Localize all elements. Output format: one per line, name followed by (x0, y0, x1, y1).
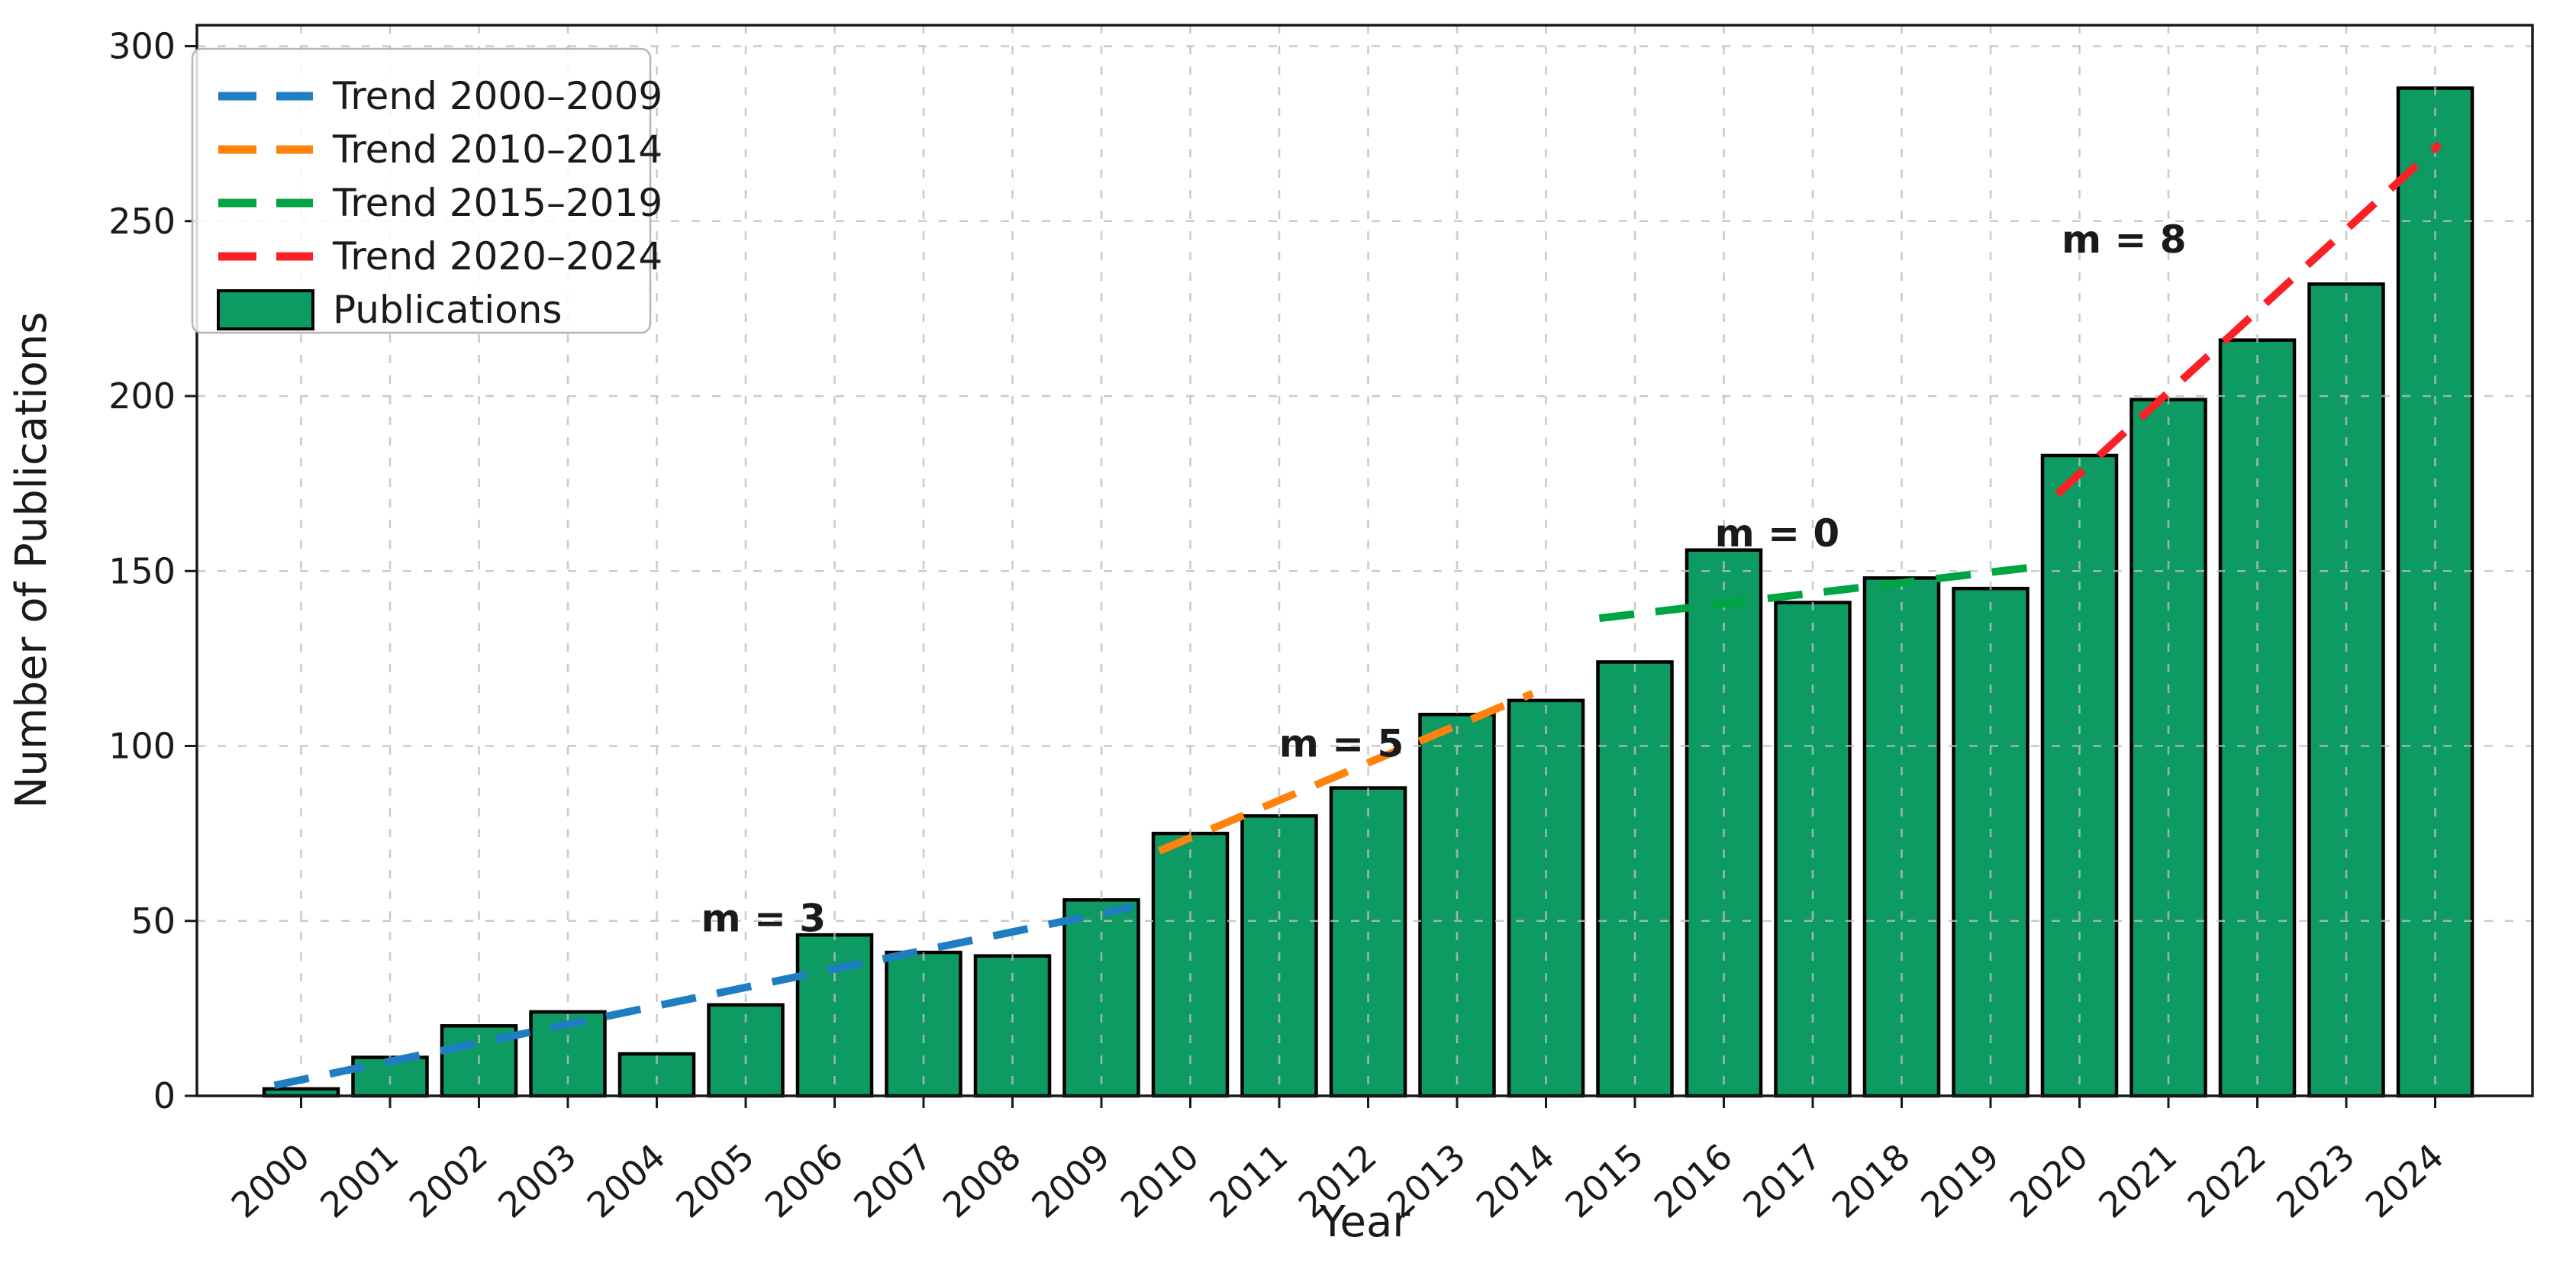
x-tick-label: 2016 (1646, 1136, 1740, 1226)
legend-box (191, 47, 652, 334)
trend-annotation-4: m = 8 (2062, 217, 2187, 262)
legend-label: Trend 2000–2009 (332, 74, 663, 118)
trend-lines-layer (273, 141, 2442, 1090)
legend-item-2: Trend 2010–2014 (218, 127, 663, 172)
y-tick-label: 250 (108, 201, 176, 242)
y-tick-label: 150 (108, 550, 176, 591)
y-tick-label: 300 (108, 26, 176, 67)
y-tick-label: 0 (153, 1075, 176, 1116)
annotations-layer: m = 3 m = 5 m = 0 m = 8 (701, 217, 2186, 940)
trend-annotation-2: m = 5 (1279, 721, 1404, 765)
x-tick-label: 2001 (312, 1136, 406, 1226)
x-tick-label: 2019 (1913, 1136, 2007, 1226)
bar-2015 (1596, 660, 1674, 1098)
x-tick-label: 2015 (1557, 1136, 1651, 1226)
x-tick-label: 2010 (1113, 1136, 1207, 1226)
x-tick-label: 2021 (2091, 1136, 2184, 1226)
trend-line-1 (273, 903, 1133, 1090)
legend-item-5: Publications (217, 288, 562, 332)
x-tick-label: 2003 (490, 1136, 584, 1226)
trend-annotation-3: m = 0 (1715, 511, 1840, 556)
trend-line-4 (2054, 141, 2442, 498)
x-tick-label: 2023 (2268, 1136, 2362, 1226)
x-tick-label: 2022 (2180, 1136, 2274, 1226)
x-tick-label: 2007 (846, 1136, 940, 1226)
axes-spines (195, 24, 2534, 1097)
x-tick-label: 2004 (579, 1136, 673, 1226)
legend-label: Trend 2020–2024 (332, 234, 663, 279)
x-tick-label: 2024 (2358, 1136, 2452, 1226)
bar-2016 (1685, 548, 1763, 1098)
x-tick-label: 2005 (668, 1136, 762, 1226)
trend-line-2 (1157, 690, 1534, 855)
legend-item-1: Trend 2000–2009 (218, 74, 663, 118)
y-tick-label: 200 (108, 375, 176, 417)
bar-2013 (1418, 712, 1496, 1098)
grid-layer (197, 25, 2532, 1096)
x-tick-label: 2008 (935, 1136, 1029, 1226)
y-tick-label: 50 (131, 901, 176, 942)
x-tick-label: 2011 (1201, 1136, 1295, 1226)
x-tick-label: 2020 (2002, 1136, 2096, 1226)
bar-2022 (2218, 338, 2297, 1098)
y-tick-label: 100 (108, 726, 176, 767)
x-tick-label: 2017 (1735, 1136, 1829, 1226)
legend-item-3: Trend 2015–2019 (218, 181, 663, 225)
legend-item-4: Trend 2020–2024 (218, 234, 663, 279)
trend-annotation-1: m = 3 (701, 897, 826, 941)
x-tick-label: 2002 (401, 1136, 495, 1226)
legend-label: Trend 2010–2014 (332, 127, 663, 172)
y-axis-title: Number of Publications (7, 311, 56, 808)
x-tick-label: 2014 (1469, 1136, 1562, 1226)
x-tick-label: 2009 (1024, 1136, 1117, 1226)
trend-line-3 (1598, 563, 2032, 623)
x-axis-title: Year (1319, 1197, 1411, 1247)
x-tick-label: 2000 (224, 1136, 318, 1226)
plot-border (195, 24, 2534, 1097)
legend-label: Publications (333, 288, 562, 332)
legend: Trend 2000–2009 Trend 2010–2014 Trend 2015… (191, 47, 663, 334)
x-tick-label: 2006 (757, 1136, 851, 1226)
legend-patch-swatch (217, 289, 314, 330)
x-tick-label: 2018 (1824, 1136, 1918, 1226)
legend-label: Trend 2015–2019 (332, 181, 663, 225)
